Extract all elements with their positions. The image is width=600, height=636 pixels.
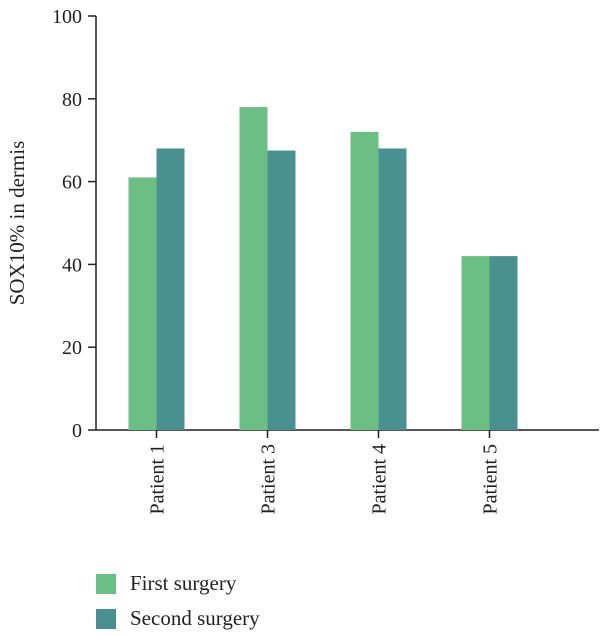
y-axis-title: SOX10% in dermis (5, 141, 29, 306)
legend-label-second-surgery: Second surgery (130, 606, 260, 630)
legend-label-first-surgery: First surgery (130, 571, 237, 595)
legend-swatch-second-surgery (96, 608, 116, 629)
x-tick-label-patient-1: Patient 1 (147, 444, 169, 515)
y-tick-label-60: 60 (62, 172, 82, 194)
y-tick-label-80: 80 (62, 89, 82, 111)
y-tick-label-40: 40 (62, 254, 82, 276)
legend: First surgery Second surgery (96, 566, 260, 636)
bar-first-surgery-patient-3 (239, 107, 268, 430)
bars (128, 107, 518, 431)
y-tick-label-0: 0 (72, 420, 82, 442)
x-tick-label-patient-5: Patient 5 (480, 444, 502, 515)
bar-second-surgery-patient-5 (489, 256, 518, 430)
y-tick-label-20: 20 (62, 337, 82, 359)
y-ticks: 0 20 40 60 80 100 (52, 6, 96, 442)
x-tick-label-patient-3: Patient 3 (258, 444, 280, 515)
bar-first-surgery-patient-5 (461, 256, 490, 430)
bar-first-surgery-patient-1 (128, 177, 157, 430)
x-tick-label-patient-4: Patient 4 (369, 444, 391, 515)
bar-first-surgery-patient-4 (350, 131, 379, 431)
legend-item-second-surgery: Second surgery (96, 601, 260, 636)
bar-second-surgery-patient-3 (267, 150, 296, 431)
legend-item-first-surgery: First surgery (96, 566, 260, 601)
legend-swatch-first-surgery (96, 573, 116, 594)
bar-second-surgery-patient-1 (156, 148, 185, 431)
x-ticks: Patient 1 Patient 3 Patient 4 Patient 5 (147, 430, 502, 515)
bar-second-surgery-patient-4 (378, 148, 407, 431)
y-tick-label-100: 100 (52, 6, 82, 28)
